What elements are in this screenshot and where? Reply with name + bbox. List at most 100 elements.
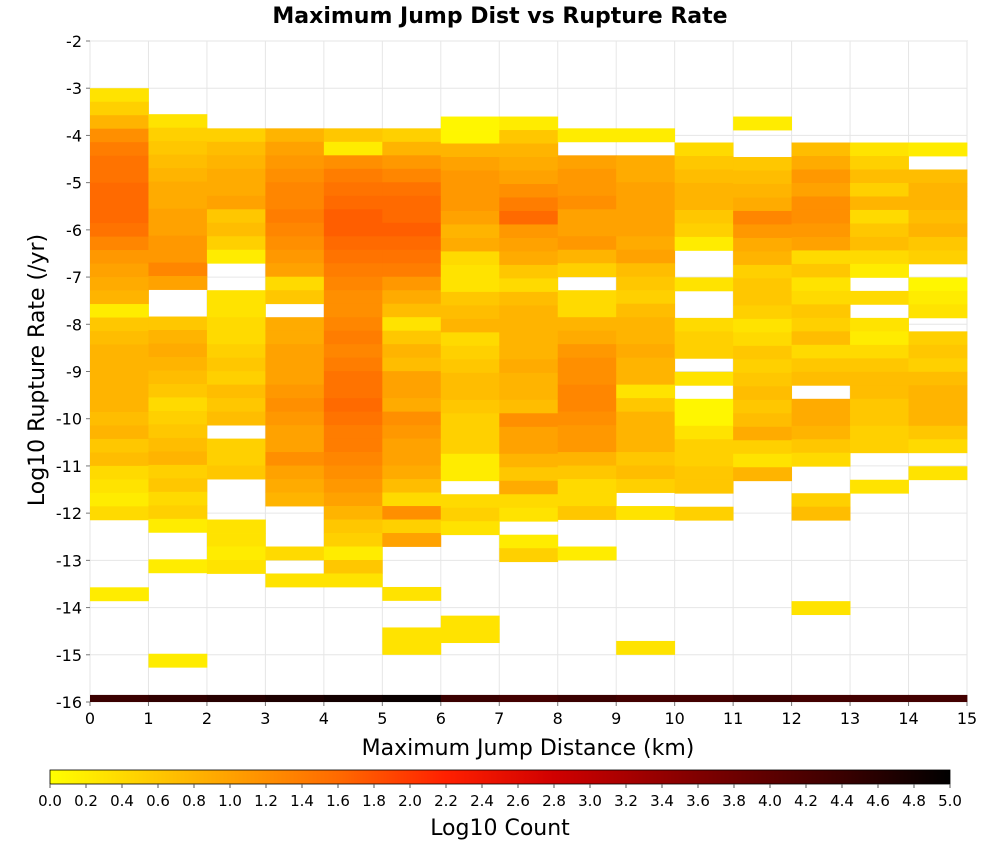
heatmap-cell	[382, 411, 442, 426]
heatmap-cell	[733, 372, 792, 387]
heatmap-cell	[323, 492, 383, 507]
heatmap-cell	[206, 452, 266, 466]
heatmap-cell	[265, 465, 325, 480]
heatmap-cell	[148, 518, 208, 533]
heatmap-cell	[674, 209, 734, 224]
heatmap-cell	[850, 412, 909, 427]
y-tick-label: -14	[56, 599, 82, 618]
heatmap-cell	[733, 399, 792, 414]
heatmap-cell	[382, 492, 442, 507]
x-tick-label: 12	[781, 709, 801, 728]
heatmap-cell	[265, 317, 325, 332]
colorbar-tick-label: 0.6	[146, 792, 170, 810]
heatmap-cell	[90, 344, 149, 359]
heatmap-cell	[557, 384, 617, 399]
heatmap-cell	[499, 534, 559, 549]
heatmap-cell	[616, 506, 676, 520]
heatmap-cell	[850, 331, 909, 346]
heatmap-cell	[674, 182, 734, 197]
heatmap-cell	[265, 141, 325, 156]
heatmap-cell	[323, 452, 383, 466]
x-tick-label: 8	[553, 709, 563, 728]
heatmap-cell	[90, 88, 149, 103]
heatmap-cell	[850, 479, 909, 494]
heatmap-cell	[265, 344, 325, 359]
heatmap-cell	[733, 183, 792, 198]
heatmap-cell	[908, 277, 968, 292]
heatmap-cell	[90, 209, 149, 224]
y-tick-label: -6	[66, 221, 82, 240]
heatmap-cell	[206, 209, 266, 224]
heatmap-cell	[206, 357, 266, 372]
heatmap-cell	[265, 492, 325, 507]
x-tick-label: 13	[840, 709, 860, 728]
heatmap-cell	[616, 465, 676, 480]
heatmap-cell	[616, 357, 676, 372]
heatmap-cell	[557, 330, 617, 345]
heatmap-cell	[206, 398, 266, 413]
heatmap-cell	[148, 127, 208, 142]
heatmap-cell	[791, 358, 851, 373]
heatmap-cell	[499, 345, 559, 360]
heatmap-cell	[616, 411, 676, 426]
heatmap-cell	[323, 263, 383, 278]
heatmap-cell	[323, 182, 383, 197]
heatmap-cell	[791, 371, 851, 386]
heatmap-cell	[382, 519, 442, 534]
heatmap-cell	[148, 168, 208, 183]
bottom-band-cell	[90, 694, 149, 702]
heatmap-cell	[557, 303, 617, 318]
heatmap-cell	[382, 168, 442, 183]
heatmap-cell	[206, 155, 266, 170]
heatmap-cell	[148, 478, 208, 493]
heatmap-cell	[323, 128, 383, 143]
y-tick-label: -13	[56, 551, 82, 570]
bottom-band-cell	[499, 694, 559, 702]
heatmap-cell	[148, 424, 208, 439]
heatmap-cell	[206, 236, 266, 251]
heatmap-cell	[265, 438, 325, 453]
heatmap-cell	[557, 155, 617, 170]
heatmap-cell	[850, 142, 909, 157]
heatmap-cell	[206, 182, 266, 197]
heatmap-cell	[382, 425, 442, 439]
heatmap-cell	[557, 222, 617, 237]
heatmap-cell	[323, 559, 383, 574]
heatmap-cell	[90, 196, 149, 211]
heatmap-cell	[440, 143, 500, 158]
heatmap-cell	[557, 195, 617, 210]
heatmap-cell	[499, 305, 559, 320]
y-tick-label: -4	[66, 126, 82, 145]
heatmap-cell	[616, 249, 676, 264]
heatmap-cell	[148, 249, 208, 263]
heatmap-cells	[90, 88, 968, 668]
heatmap-cell	[674, 425, 734, 440]
heatmap-cell	[148, 235, 208, 250]
heatmap-cell	[206, 411, 266, 426]
heatmap-cell	[265, 222, 325, 237]
heatmap-cell	[733, 305, 792, 320]
heatmap-cell	[440, 440, 500, 455]
heatmap-cell	[265, 195, 325, 210]
heatmap-cell	[90, 411, 149, 426]
heatmap-cell	[90, 115, 149, 130]
heatmap-cell	[850, 290, 909, 305]
colorbar-tick-label: 0.2	[74, 792, 98, 810]
heatmap-cell	[850, 371, 909, 386]
heatmap-cell	[148, 141, 208, 156]
heatmap-cell	[616, 384, 676, 399]
heatmap-cell	[382, 290, 442, 305]
heatmap-cell	[557, 438, 617, 453]
heatmap-cell	[382, 128, 442, 143]
heatmap-cell	[850, 385, 909, 400]
heatmap-cell	[908, 223, 968, 238]
heatmap-cell	[265, 128, 325, 143]
heatmap-cell	[440, 615, 500, 630]
heatmap-cell	[908, 412, 968, 427]
heatmap-cell	[323, 533, 383, 547]
heatmap-cell	[206, 465, 266, 480]
heatmap-cell	[674, 223, 734, 238]
heatmap-cell	[90, 317, 149, 332]
heatmap-cell	[440, 170, 500, 185]
heatmap-cell	[674, 155, 734, 170]
